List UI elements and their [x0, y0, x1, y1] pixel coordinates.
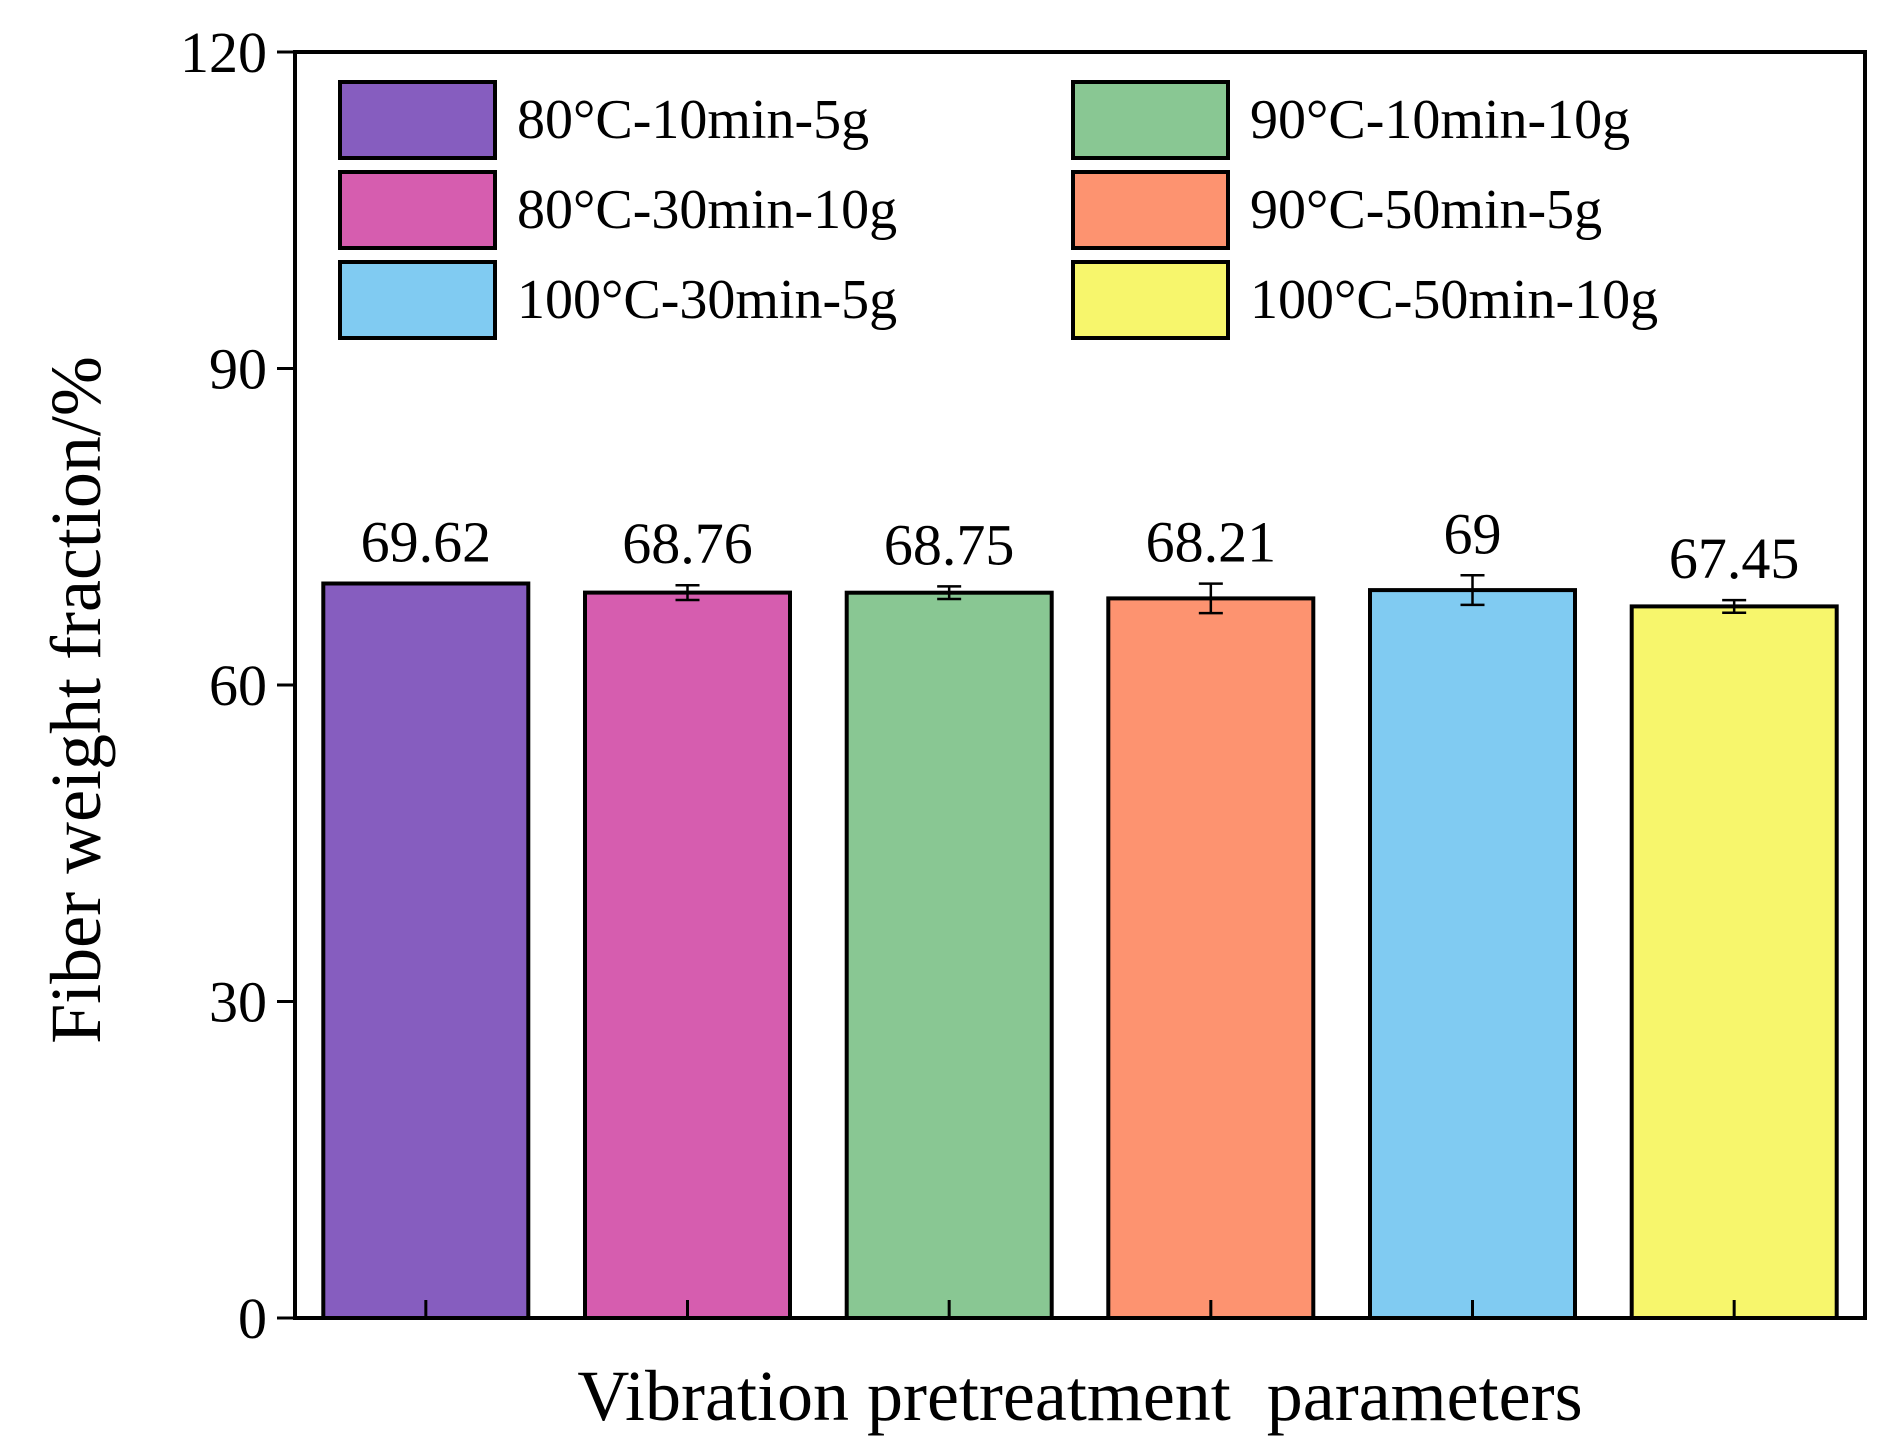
legend-swatch-3 [1071, 80, 1230, 160]
bar-1 [321, 581, 531, 1320]
legend-swatch-6 [1071, 260, 1230, 340]
labels-layer: 69.62 68.76 68.75 68.21 69 67.45 [361, 501, 1800, 591]
value-label-5: 69 [1444, 501, 1502, 566]
y-tick-label-90: 90 [209, 337, 267, 402]
bars-layer [321, 574, 1839, 1320]
y-tick-label-0: 0 [238, 1286, 267, 1351]
legend-label-1: 80°C-10min-5g [517, 89, 869, 151]
value-label-4: 68.21 [1146, 510, 1277, 575]
y-tick-label-120: 120 [180, 20, 267, 85]
legend-label-3: 90°C-10min-10g [1250, 89, 1630, 151]
legend-label-4: 90°C-50min-5g [1250, 179, 1602, 241]
value-label-1: 69.62 [361, 510, 492, 575]
legend-label-6: 100°C-50min-10g [1250, 269, 1658, 331]
axes-layer: 0 30 60 90 120 [180, 20, 1867, 1351]
legend: 80°C-10min-5g 90°C-10min-10g 80°C-30min-10… [338, 80, 1658, 340]
y-tick-label-60: 60 [209, 653, 267, 718]
x-axis-title: Vibration pretreatment parameters [577, 1356, 1582, 1436]
value-label-3: 68.75 [884, 512, 1015, 577]
legend-label-2: 80°C-30min-10g [517, 179, 897, 241]
legend-swatch-4 [1071, 170, 1230, 250]
y-tick-label-30: 30 [209, 970, 267, 1035]
legend-swatch-1 [338, 80, 497, 160]
legend-label-5: 100°C-30min-5g [517, 269, 897, 331]
bar-5 [1368, 588, 1577, 1320]
legend-swatch-5 [338, 260, 497, 340]
y-axis-title: Fiber weight fraction/% [36, 356, 116, 1044]
legend-swatch-2 [338, 170, 497, 250]
bar-2 [583, 590, 792, 1320]
value-label-6: 67.45 [1669, 526, 1800, 591]
bar-4 [1106, 596, 1316, 1320]
value-label-2: 68.76 [622, 511, 753, 576]
bar-6 [1629, 604, 1839, 1320]
bar-3 [844, 590, 1054, 1320]
